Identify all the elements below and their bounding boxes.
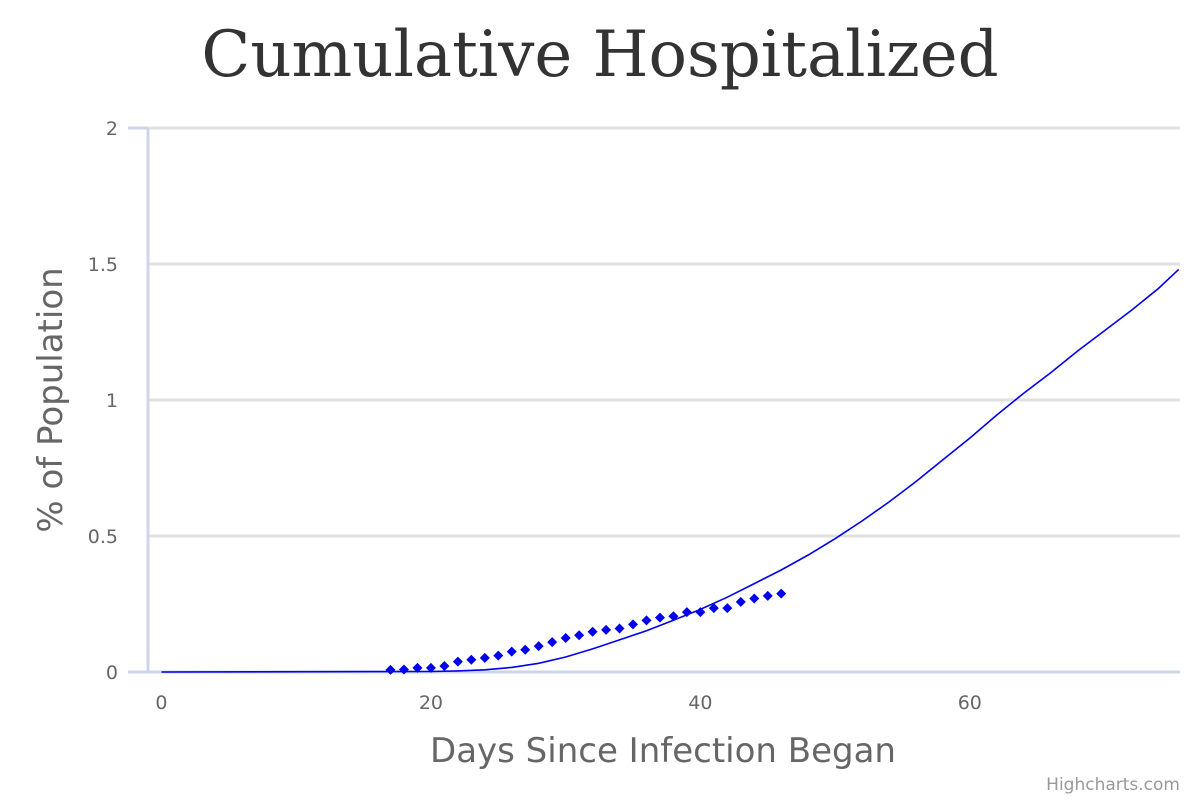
data-point[interactable] (735, 596, 746, 607)
data-point[interactable] (641, 615, 652, 626)
data-point[interactable] (722, 603, 733, 614)
data-point[interactable] (708, 603, 719, 614)
data-point[interactable] (574, 630, 585, 641)
gridlines (148, 126, 1180, 538)
y-tick-label: 1 (106, 390, 118, 412)
model-line (161, 268, 1180, 673)
data-point[interactable] (412, 662, 423, 673)
data-point[interactable] (479, 652, 490, 663)
credits-link[interactable]: Highcharts.com (1046, 775, 1180, 795)
data-point[interactable] (520, 644, 531, 655)
x-axis-tick-labels: 0 20 40 60 (155, 692, 981, 714)
y-tick-label: 0 (106, 662, 118, 684)
data-point[interactable] (614, 623, 625, 634)
y-tick-label: 1.5 (88, 254, 118, 276)
y-tick-label: 0.5 (88, 526, 118, 548)
data-point[interactable] (560, 633, 571, 643)
data-point[interactable] (654, 612, 665, 623)
y-axis-tick-labels: 0 0.5 1 1.5 2 (88, 118, 118, 684)
y-tick-label: 2 (106, 118, 118, 140)
data-point[interactable] (493, 650, 504, 661)
data-point[interactable] (452, 656, 463, 667)
data-point[interactable] (587, 626, 598, 637)
data-point[interactable] (601, 624, 612, 635)
data-point[interactable] (762, 590, 773, 601)
plot-series (161, 268, 1180, 675)
data-point[interactable] (425, 662, 436, 673)
y-axis-title: % of Population (31, 267, 71, 532)
x-tick-label: 60 (958, 692, 982, 714)
x-tick-label: 0 (155, 692, 167, 714)
data-point[interactable] (533, 641, 544, 652)
x-axis-title: Days Since Infection Began (430, 731, 896, 771)
x-tick-label: 40 (688, 692, 712, 714)
data-point[interactable] (749, 593, 760, 604)
chart-title: Cumulative Hospitalized (201, 18, 998, 92)
data-point[interactable] (466, 654, 477, 665)
data-point[interactable] (547, 637, 558, 648)
data-point[interactable] (506, 646, 517, 657)
data-point[interactable] (776, 588, 787, 599)
x-tick-label: 20 (419, 692, 443, 714)
data-point[interactable] (439, 661, 450, 672)
data-point[interactable] (628, 619, 639, 630)
